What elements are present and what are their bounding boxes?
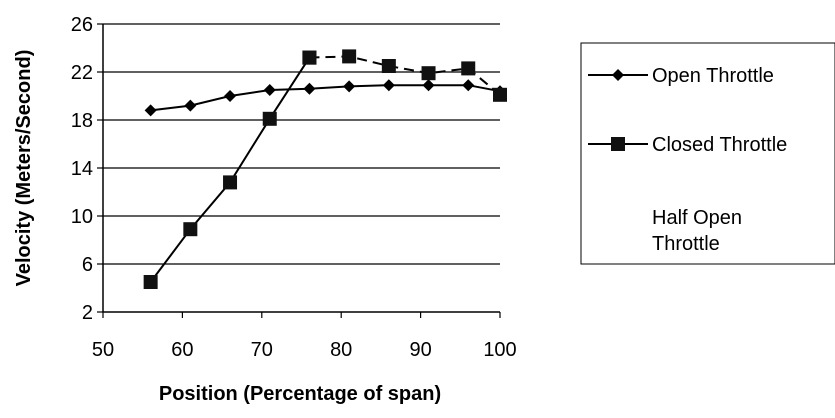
square-marker — [461, 61, 476, 76]
x-tick-label: 100 — [483, 339, 516, 361]
legend-diamond-marker — [612, 69, 624, 81]
square-marker — [381, 59, 396, 73]
diamond-marker — [184, 99, 197, 112]
legend-label-line: Half Open — [652, 207, 742, 229]
square-marker — [493, 87, 507, 102]
diamond-marker — [263, 84, 276, 96]
x-tick-label: 90 — [409, 339, 431, 361]
y-tick-label: 26 — [71, 14, 93, 36]
square-marker — [262, 111, 277, 126]
diamond-marker — [462, 79, 475, 92]
series-line — [150, 84, 501, 112]
legend-label: Closed Throttle — [652, 134, 787, 156]
diamond-marker — [382, 79, 395, 92]
series-lines — [143, 49, 507, 289]
diamond-marker — [343, 80, 356, 93]
square-marker — [183, 222, 198, 237]
legend-label: Open Throttle — [652, 65, 774, 87]
square-marker — [143, 275, 158, 289]
grid-lines — [103, 23, 500, 265]
square-marker — [223, 175, 238, 190]
x-axis-ticks: 50 60 70 80 90 100 — [92, 312, 517, 361]
y-tick-label: 2 — [82, 302, 93, 324]
x-tick-label: 80 — [330, 339, 352, 361]
y-axis-title: Velocity (Meters/Second) — [13, 50, 35, 287]
x-axis-title: Position (Percentage of span) — [159, 383, 441, 405]
x-tick-label: 70 — [251, 339, 273, 361]
y-tick-label: 22 — [71, 62, 93, 84]
legend-label-line: Throttle — [652, 233, 720, 255]
x-tick-label: 60 — [171, 339, 193, 361]
y-tick-label: 10 — [71, 206, 93, 228]
diamond-marker — [224, 90, 237, 102]
square-marker — [421, 66, 436, 81]
square-marker — [302, 50, 317, 65]
y-tick-label: 18 — [71, 110, 93, 132]
square-marker — [342, 49, 357, 64]
y-tick-label: 6 — [82, 254, 93, 276]
diamond-marker — [422, 79, 435, 92]
diamond-marker — [144, 104, 157, 117]
diamond-marker — [303, 82, 316, 95]
legend-label: Half Open Throttle — [652, 207, 742, 255]
legend-box — [580, 42, 835, 265]
legend: Open Throttle Closed Throttle Half Open Thr… — [588, 65, 787, 255]
y-tick-label: 14 — [71, 158, 93, 180]
legend-square-marker — [611, 137, 625, 151]
x-tick-label: 50 — [92, 339, 114, 361]
